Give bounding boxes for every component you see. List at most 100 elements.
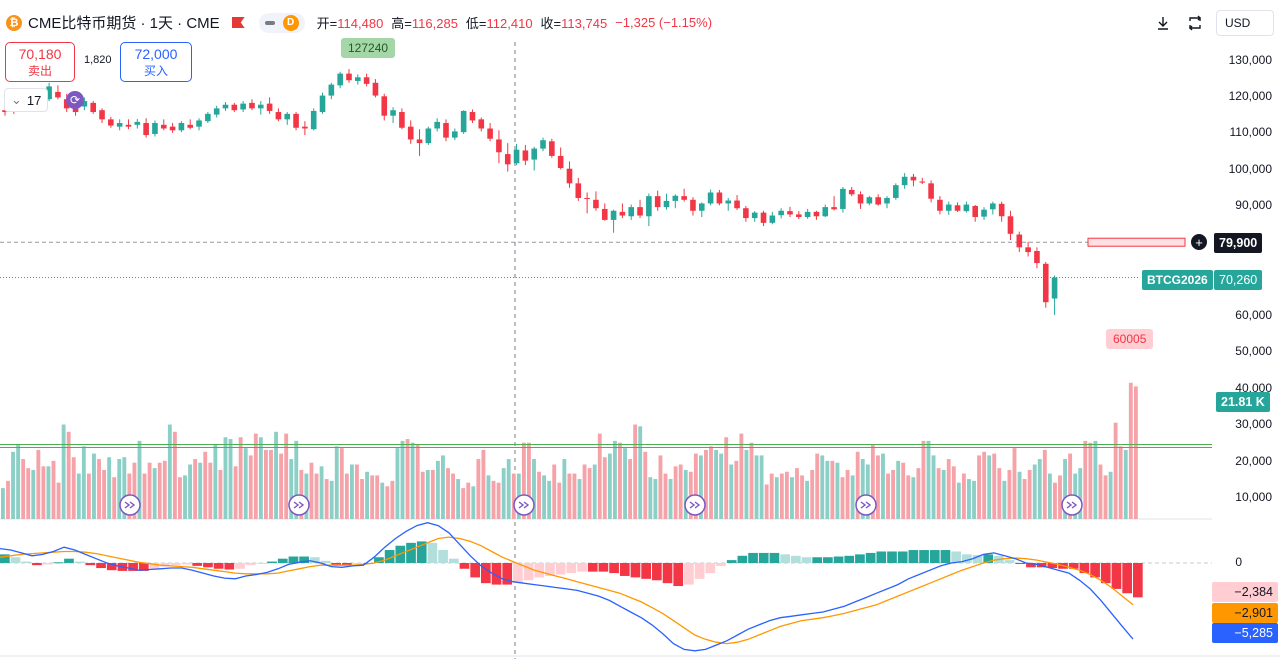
volume-bar — [501, 468, 506, 519]
volume-bar — [592, 464, 597, 519]
candle — [945, 204, 952, 211]
interval-dropdown[interactable]: ⌄ 17 — [4, 88, 48, 112]
candle — [1025, 247, 1031, 253]
macd-histogram-bar — [823, 557, 833, 563]
volume-bar — [385, 486, 390, 519]
candle — [452, 131, 458, 138]
candle — [778, 210, 784, 216]
macd-line — [0, 522, 1134, 652]
volume-bar — [405, 439, 410, 519]
fullscreen-button[interactable] — [1182, 10, 1208, 36]
add-alert-button[interactable]: + — [1190, 233, 1208, 251]
volume-bar — [835, 462, 840, 519]
volume-bar — [279, 453, 284, 519]
volume-bar — [865, 464, 870, 519]
volume-bar — [906, 475, 911, 519]
candle — [407, 126, 414, 140]
volume-bar — [107, 457, 112, 519]
volume-bar — [825, 460, 830, 519]
candle — [363, 77, 370, 84]
candle — [998, 203, 1005, 217]
macd-histogram-bar — [10, 557, 21, 563]
macd-histogram-bar — [374, 557, 384, 563]
macd-histogram-bar — [673, 563, 684, 587]
volume-bar — [380, 482, 385, 519]
macd-histogram-bar — [609, 563, 619, 574]
volume-bar — [891, 469, 896, 519]
macd-histogram-bar — [919, 550, 929, 563]
candle — [769, 215, 776, 223]
candle — [513, 149, 520, 164]
currency-select[interactable]: USD — [1216, 10, 1274, 36]
macd-histogram-bar — [438, 550, 448, 563]
volume-bar — [946, 459, 951, 519]
ohlc-high: 高=116,285 — [391, 16, 458, 31]
volume-bar — [420, 471, 425, 519]
macd-histogram-bar — [416, 541, 427, 563]
sync-icon[interactable]: ⟳ — [66, 91, 84, 109]
sell-button[interactable]: 70,180 卖出 — [5, 42, 75, 82]
flag-icon[interactable] — [231, 17, 245, 28]
candle — [257, 104, 264, 109]
volume-bar — [349, 464, 354, 519]
macd-histogram-bar — [448, 558, 459, 563]
volume-bar — [774, 477, 779, 519]
price-tick: 110,000 — [1229, 125, 1273, 139]
volume-bar — [481, 449, 486, 519]
volume-bar — [466, 482, 471, 519]
macd-histogram-bar — [801, 557, 812, 563]
volume-bar — [198, 462, 203, 519]
volume-bar — [430, 469, 435, 519]
volume-bar — [284, 433, 289, 519]
volume-tick: 20,000 — [1235, 454, 1272, 468]
volume-bar — [157, 462, 162, 519]
macd-signal-line — [0, 536, 1134, 645]
volume-bar — [527, 442, 531, 519]
volume-bar — [435, 460, 440, 519]
volume-bar — [668, 479, 673, 519]
volume-bar — [724, 437, 729, 519]
candle — [116, 123, 123, 127]
macd-histogram-bar — [181, 563, 192, 565]
buy-button[interactable]: 72,000 买入 — [120, 42, 192, 82]
volume-bar — [218, 469, 223, 519]
macd-histogram-bar — [887, 551, 897, 563]
alert-range-box — [1087, 237, 1186, 247]
volume-bar — [815, 453, 820, 519]
volume-bar — [648, 477, 653, 519]
volume-bar — [152, 468, 157, 519]
volume-bar — [582, 464, 587, 519]
download-button[interactable] — [1150, 10, 1176, 36]
volume-bar — [643, 451, 648, 519]
candle — [637, 207, 643, 216]
macd-histogram-bar — [224, 563, 235, 570]
candle — [240, 103, 246, 110]
macd-histogram-bar — [555, 563, 566, 575]
event-arrow-icon — [518, 501, 530, 509]
macd-histogram-bar — [171, 563, 181, 566]
macd-histogram-bar — [694, 563, 705, 579]
volume-bar — [749, 442, 754, 519]
volume-bar — [370, 475, 375, 519]
candle — [443, 123, 449, 138]
volume-bar — [329, 480, 334, 519]
candle — [566, 168, 573, 184]
volume-bar — [567, 473, 572, 519]
macd-histogram-bar — [1047, 563, 1058, 569]
candle — [434, 121, 440, 129]
macd-histogram-bar — [1100, 563, 1111, 584]
mode-toggle[interactable]: D — [258, 12, 305, 33]
volume-bar — [754, 455, 759, 519]
volume-bar — [97, 459, 101, 519]
candle — [654, 196, 661, 208]
candle — [760, 212, 767, 223]
candle — [884, 197, 890, 204]
event-arrow-icon — [860, 501, 872, 509]
minus-icon — [264, 20, 275, 25]
volume-bar — [289, 459, 294, 519]
symbol-title[interactable]: CME比特币期货 · 1天 · CME — [28, 15, 220, 32]
volume-bar — [764, 484, 769, 519]
candle — [610, 210, 617, 220]
volume-bar — [441, 455, 445, 519]
